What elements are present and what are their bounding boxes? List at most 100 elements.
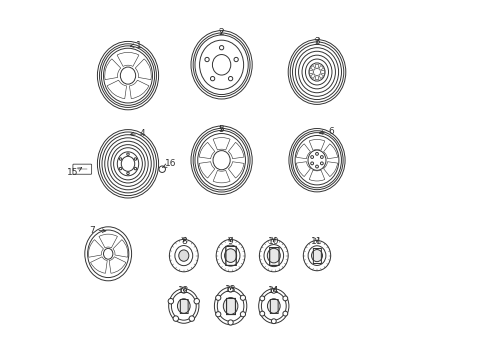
Text: Ⓣ: Ⓣ (312, 247, 322, 265)
Ellipse shape (295, 48, 339, 96)
Ellipse shape (191, 126, 252, 194)
Circle shape (271, 288, 276, 293)
Ellipse shape (268, 299, 280, 313)
Ellipse shape (213, 55, 231, 75)
Ellipse shape (191, 31, 252, 99)
Ellipse shape (215, 287, 247, 325)
Wedge shape (228, 162, 244, 178)
Wedge shape (296, 162, 311, 176)
Text: 6: 6 (319, 127, 334, 136)
Wedge shape (105, 59, 121, 80)
Circle shape (241, 295, 245, 300)
Wedge shape (318, 66, 323, 70)
Ellipse shape (293, 132, 342, 188)
Ellipse shape (117, 152, 139, 176)
Ellipse shape (105, 138, 151, 190)
Circle shape (127, 153, 129, 156)
Circle shape (216, 312, 221, 317)
Circle shape (211, 76, 215, 81)
Circle shape (316, 153, 318, 155)
Ellipse shape (101, 46, 155, 105)
Text: 11: 11 (311, 238, 323, 247)
Wedge shape (309, 170, 325, 181)
Ellipse shape (177, 299, 190, 313)
Ellipse shape (88, 230, 129, 278)
Circle shape (194, 298, 199, 304)
Circle shape (260, 296, 265, 301)
Ellipse shape (303, 240, 331, 271)
Ellipse shape (288, 40, 346, 104)
Ellipse shape (193, 129, 250, 192)
Ellipse shape (114, 148, 143, 180)
Ellipse shape (216, 239, 245, 272)
Circle shape (173, 316, 178, 321)
Text: 2: 2 (219, 28, 224, 37)
Circle shape (311, 156, 314, 158)
Wedge shape (99, 234, 118, 248)
Circle shape (205, 57, 209, 62)
Circle shape (316, 165, 318, 168)
Circle shape (228, 287, 233, 292)
Circle shape (120, 158, 122, 160)
Circle shape (271, 319, 276, 324)
Ellipse shape (99, 44, 156, 107)
Wedge shape (109, 257, 126, 273)
Wedge shape (311, 74, 315, 78)
Wedge shape (310, 70, 314, 74)
Text: 4: 4 (130, 129, 145, 138)
Text: Ⓣ: Ⓣ (268, 246, 280, 266)
Ellipse shape (290, 42, 344, 102)
Circle shape (234, 57, 238, 62)
Ellipse shape (169, 289, 199, 323)
Ellipse shape (108, 141, 148, 186)
Ellipse shape (103, 48, 152, 103)
Ellipse shape (85, 227, 132, 281)
Ellipse shape (175, 246, 193, 266)
Text: 3: 3 (314, 37, 320, 46)
Text: Ⓣ: Ⓣ (223, 244, 238, 267)
Text: 5: 5 (219, 125, 224, 134)
Ellipse shape (259, 289, 289, 323)
Ellipse shape (170, 239, 198, 272)
Ellipse shape (295, 135, 339, 185)
Text: 7: 7 (89, 226, 106, 235)
Ellipse shape (121, 156, 135, 171)
Text: 8: 8 (181, 237, 187, 246)
Ellipse shape (99, 132, 156, 195)
Ellipse shape (179, 250, 189, 261)
Ellipse shape (293, 45, 342, 100)
Wedge shape (107, 80, 126, 99)
Ellipse shape (98, 41, 159, 110)
Ellipse shape (264, 244, 284, 267)
Circle shape (311, 162, 314, 165)
Wedge shape (315, 64, 319, 69)
Wedge shape (129, 80, 149, 99)
Ellipse shape (198, 134, 245, 187)
Wedge shape (117, 52, 139, 66)
Wedge shape (311, 66, 315, 70)
Circle shape (120, 167, 122, 170)
Circle shape (228, 76, 233, 81)
Ellipse shape (195, 130, 248, 190)
Text: 1: 1 (130, 41, 142, 50)
Circle shape (320, 162, 323, 165)
Text: Ⓣ: Ⓣ (269, 297, 279, 315)
Ellipse shape (199, 40, 244, 89)
Ellipse shape (111, 145, 145, 183)
Circle shape (220, 46, 224, 50)
Text: 10: 10 (268, 237, 280, 246)
Ellipse shape (213, 150, 230, 170)
Ellipse shape (224, 249, 237, 262)
Ellipse shape (261, 292, 286, 320)
Circle shape (260, 311, 265, 316)
Circle shape (134, 158, 137, 160)
Wedge shape (91, 257, 107, 273)
Text: Ⓣ: Ⓣ (224, 297, 237, 315)
Circle shape (127, 172, 129, 175)
Circle shape (320, 156, 323, 158)
Text: 15: 15 (67, 168, 82, 177)
Ellipse shape (218, 291, 244, 321)
Ellipse shape (291, 131, 343, 190)
Text: 9: 9 (228, 237, 233, 246)
Ellipse shape (298, 51, 336, 93)
